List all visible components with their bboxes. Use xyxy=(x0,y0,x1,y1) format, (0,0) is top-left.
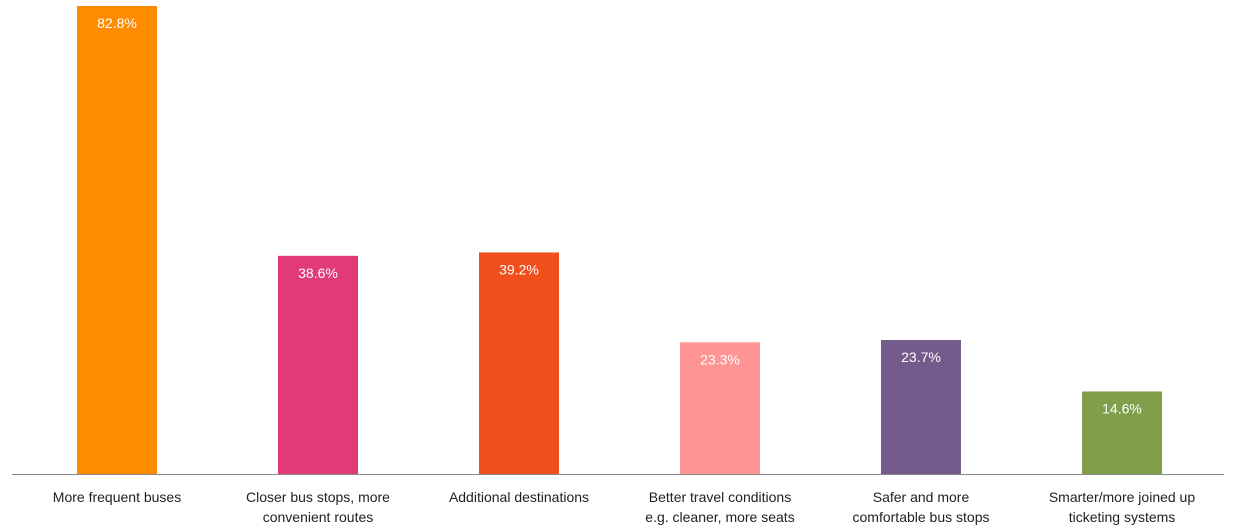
category-label: Smarter/more joined up ticketing systems xyxy=(1049,489,1196,525)
bar-value-label: 23.3% xyxy=(700,351,740,367)
category-label: Safer and more comfortable bus stops xyxy=(853,489,990,525)
category-label: More frequent buses xyxy=(53,489,181,505)
category-label-line: Safer and more xyxy=(873,489,970,505)
bar xyxy=(1082,391,1162,474)
category-label-line: Smarter/more joined up xyxy=(1049,489,1196,505)
bar-value-label: 82.8% xyxy=(97,15,137,31)
category-label-line: Additional destinations xyxy=(449,489,589,505)
category-label-line: More frequent buses xyxy=(53,489,181,505)
category-label-line: e.g. cleaner, more seats xyxy=(645,509,794,525)
category-label-line: convenient routes xyxy=(263,509,374,525)
bar-value-label: 23.7% xyxy=(901,349,941,365)
bar-value-label: 38.6% xyxy=(298,265,338,281)
bar xyxy=(680,342,760,474)
category-label: Better travel conditions e.g. cleaner, mo… xyxy=(645,489,794,525)
category-label-line: ticketing systems xyxy=(1069,509,1176,525)
bar xyxy=(278,255,358,474)
category-label-line: Closer bus stops, more xyxy=(246,489,390,505)
bar xyxy=(77,6,157,474)
bar-value-label: 39.2% xyxy=(499,261,539,277)
category-label: Closer bus stops, more convenient routes xyxy=(246,489,390,525)
category-label-line: comfortable bus stops xyxy=(853,509,990,525)
bar-value-label: 14.6% xyxy=(1102,400,1142,416)
bar xyxy=(881,340,961,474)
category-label: Additional destinations xyxy=(449,489,589,505)
category-label-line: Better travel conditions xyxy=(649,489,791,505)
bar xyxy=(479,252,559,474)
